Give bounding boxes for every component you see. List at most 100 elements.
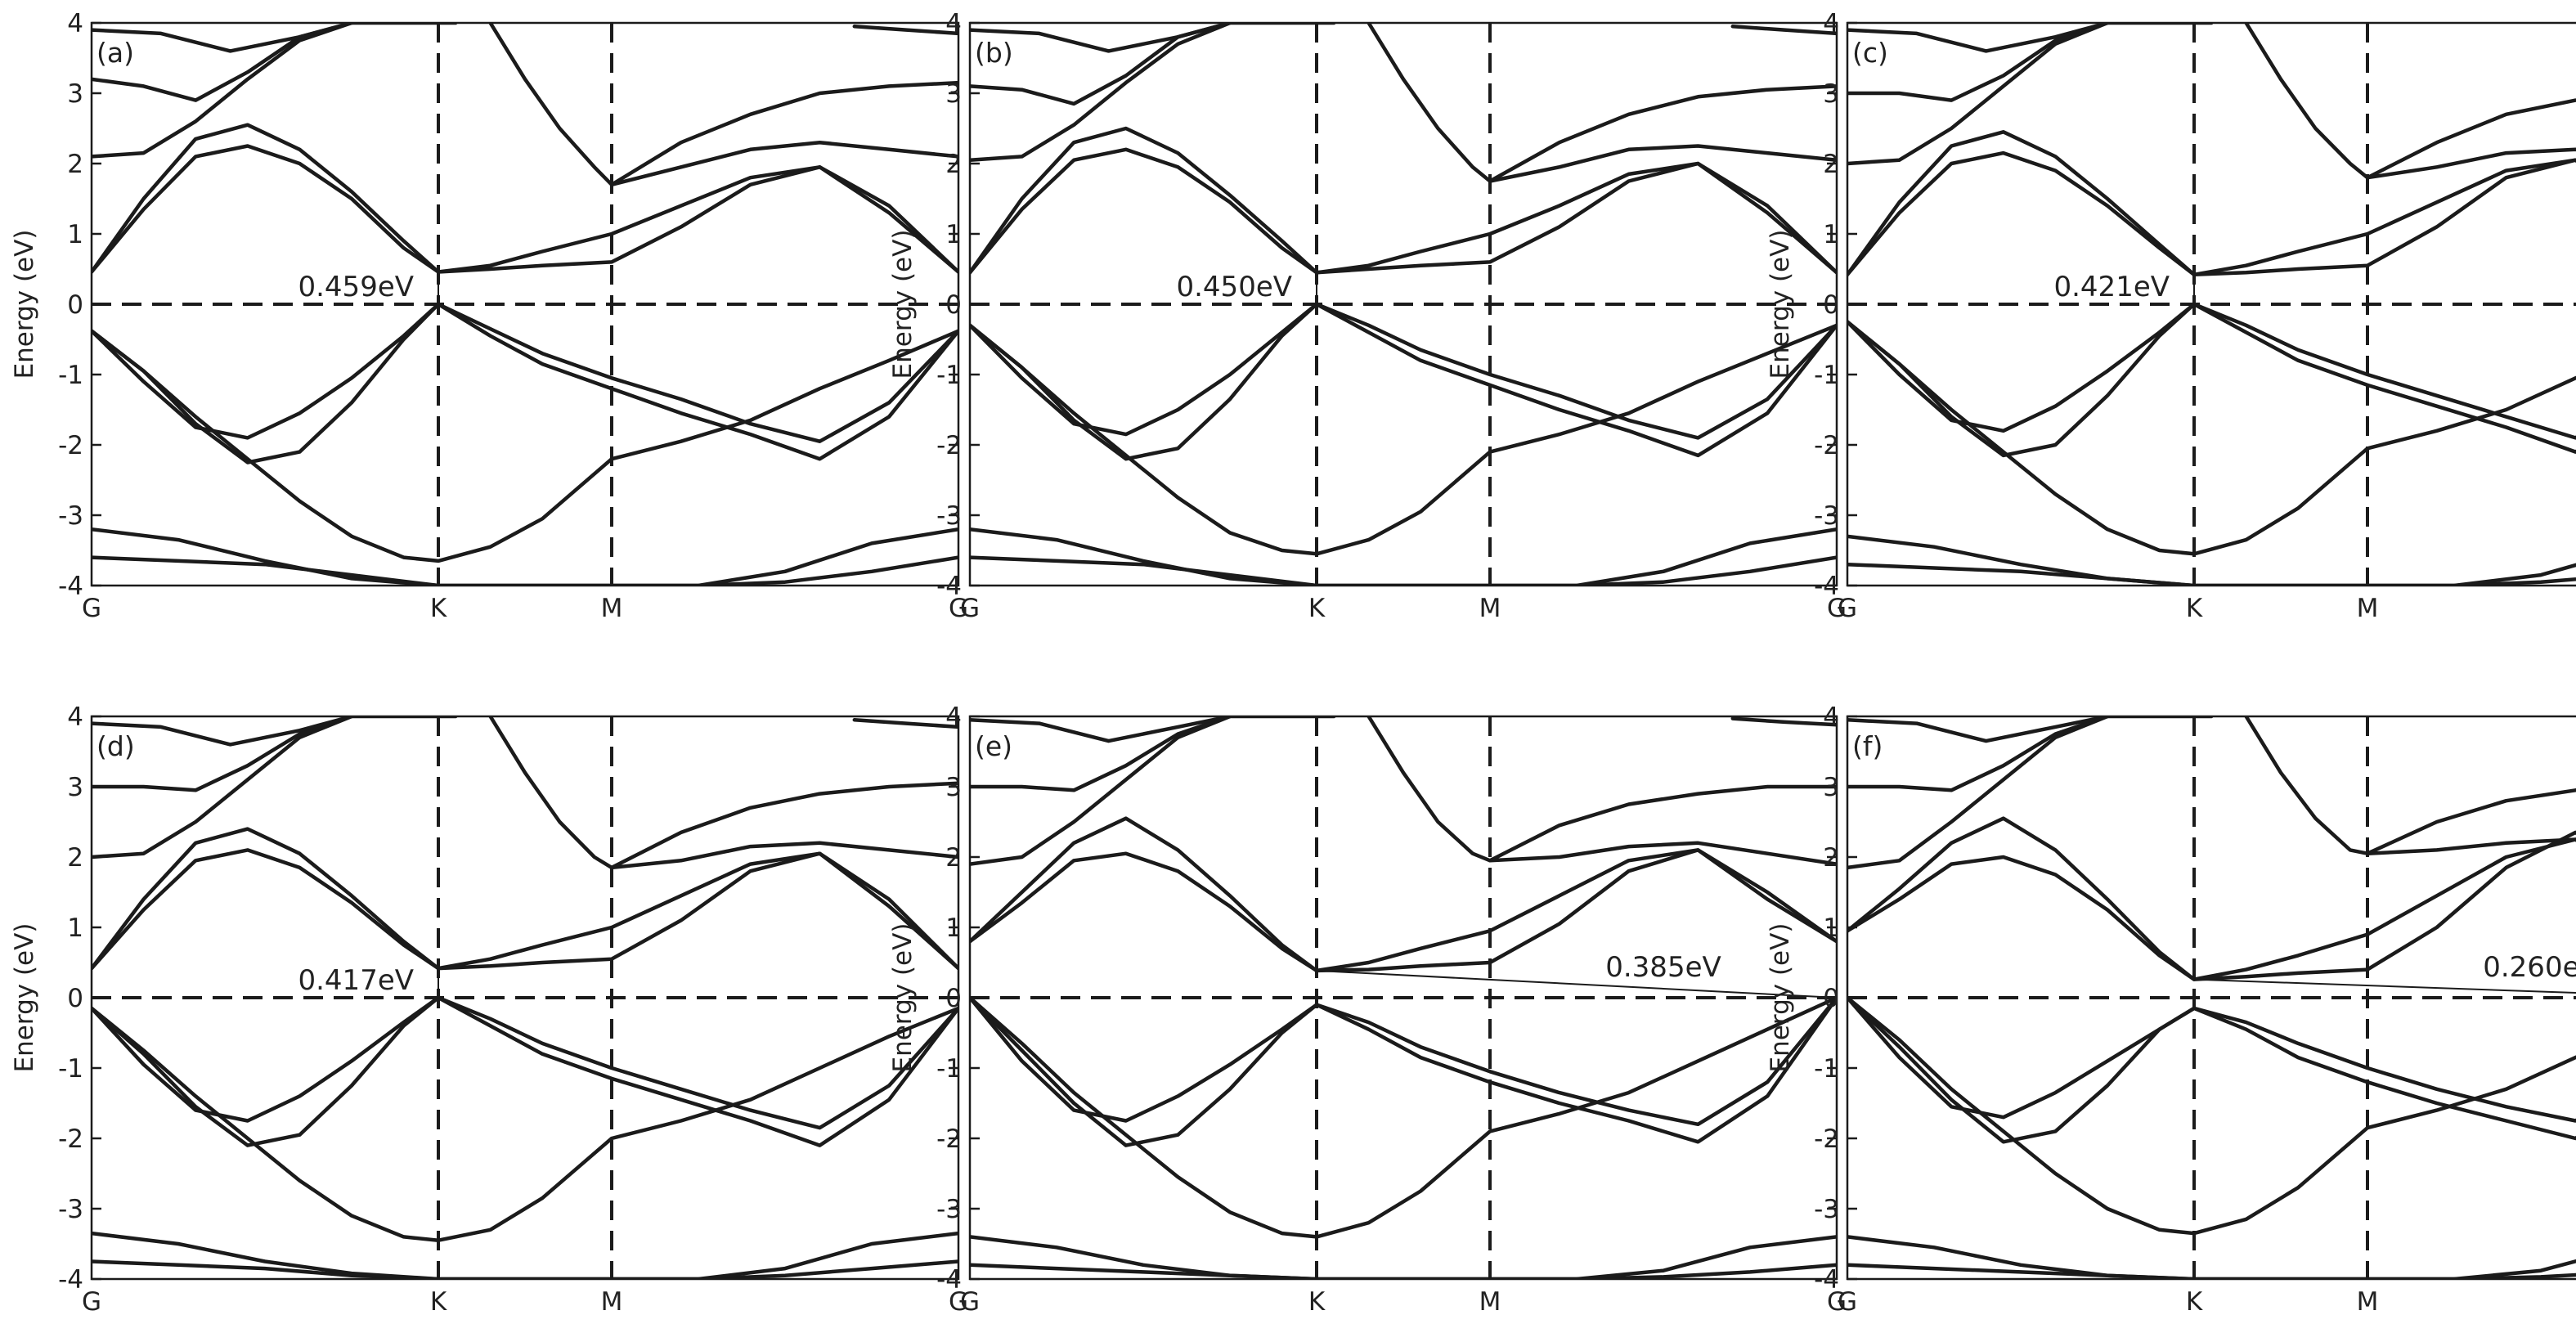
y-tick-label: -1	[1814, 361, 1839, 390]
y-tick-label: -4	[58, 1265, 83, 1295]
band-line	[92, 716, 354, 792]
y-tick-label: 2	[1823, 150, 1839, 179]
gap-label: 0.260eV	[2483, 951, 2576, 984]
band-line	[1847, 302, 2576, 458]
band-line	[970, 527, 1837, 586]
y-tick-label: -3	[58, 1195, 83, 1224]
band-line	[970, 816, 1837, 973]
gap-arrow	[1316, 969, 1838, 999]
y-tick-label: 1	[1823, 220, 1839, 249]
y-tick-label: 4	[67, 9, 83, 38]
panel-b: -4 -3 -2 -1 0 1 2 3 4 G K M G Energy (eV) (b) 0.450eV	[888, 9, 1847, 623]
band-line	[1730, 25, 1837, 36]
band-line	[92, 716, 458, 859]
band-line	[92, 302, 958, 461]
band-line	[1847, 23, 2110, 102]
band-line	[92, 827, 958, 971]
band-line	[1847, 716, 2110, 743]
y-axis-title: Energy (eV)	[1766, 923, 1795, 1073]
band-line	[970, 848, 1837, 973]
panel-label: (b)	[975, 37, 1013, 69]
x-tick-label: G	[1838, 1287, 1857, 1317]
y-tick-label: -4	[58, 572, 83, 601]
x-tick-label: K	[2186, 1287, 2203, 1317]
y-axis-title: Energy (eV)	[888, 923, 918, 1073]
band-line	[1730, 716, 1837, 727]
band-line	[970, 1235, 1837, 1279]
panel-label: (a)	[96, 37, 134, 69]
panel-label: (f)	[1852, 730, 1883, 762]
y-tick-label: -1	[936, 1054, 962, 1084]
y-tick-label: 3	[1823, 79, 1839, 109]
y-tick-label: 2	[67, 150, 83, 179]
band-line	[92, 329, 958, 563]
band-line	[92, 23, 354, 53]
band-line	[970, 995, 1837, 1144]
band-line	[970, 302, 1837, 461]
y-tick-label: 0	[945, 290, 962, 320]
band-line	[2244, 716, 2576, 855]
gap-label: 0.385eV	[1605, 951, 1721, 984]
band-line	[852, 718, 958, 729]
y-tick-label: -2	[58, 1124, 83, 1154]
band-line	[92, 716, 354, 747]
y-axis-title: Energy (eV)	[888, 230, 918, 379]
band-line	[1367, 23, 1837, 183]
x-tick-label: G	[949, 594, 968, 623]
y-tick-label: 2	[67, 843, 83, 873]
band-line	[970, 23, 1232, 53]
band-line	[92, 1259, 958, 1279]
x-tick-label: K	[430, 1287, 447, 1317]
y-tick-label: 3	[1823, 773, 1839, 802]
band-line	[1847, 320, 2576, 556]
x-tick-label: G	[82, 594, 101, 623]
y-tick-label: -4	[936, 1265, 962, 1295]
band-line	[970, 1263, 1837, 1279]
band-line	[1847, 534, 2576, 586]
x-tick-label: K	[1308, 1287, 1326, 1317]
y-tick-label: 2	[1823, 843, 1839, 873]
band-line	[92, 555, 958, 586]
y-tick-label: -1	[58, 1054, 83, 1084]
band-line	[92, 1231, 958, 1279]
x-tick-label: G	[960, 594, 980, 623]
y-tick-label: -3	[936, 501, 962, 531]
band-line	[92, 23, 458, 159]
x-tick-label: M	[601, 594, 623, 623]
y-tick-label: -2	[1814, 1124, 1839, 1154]
band-line	[92, 848, 958, 971]
y-tick-label: -1	[936, 361, 962, 390]
band-line	[1847, 837, 2576, 981]
x-tick-label: G	[1827, 594, 1847, 623]
y-tick-label: 4	[945, 702, 962, 732]
y-tick-label: 1	[67, 220, 83, 249]
band-line	[1367, 716, 1837, 866]
y-tick-label: 0	[67, 290, 83, 320]
panel-label: (c)	[1852, 37, 1888, 69]
band-line	[1847, 150, 2576, 277]
gap-label: 0.459eV	[298, 271, 414, 303]
band-line	[488, 23, 958, 187]
band-line	[2244, 23, 2576, 180]
y-tick-label: 0	[67, 984, 83, 1013]
band-line	[1847, 816, 2576, 981]
y-tick-label: 3	[945, 79, 962, 109]
x-tick-label: G	[949, 1287, 968, 1317]
y-tick-label: -4	[1814, 1265, 1839, 1295]
y-tick-label: -2	[1814, 431, 1839, 460]
x-tick-label: M	[2357, 594, 2379, 623]
y-tick-label: 0	[945, 984, 962, 1013]
band-line	[970, 302, 1837, 458]
y-tick-label: 1	[945, 913, 962, 943]
panel-e: -4 -3 -2 -1 0 1 2 3 4 G K M G Energy (eV) (e) 0.385eV	[888, 702, 1847, 1317]
gap-label: 0.417eV	[298, 964, 414, 997]
x-tick-label: M	[1479, 594, 1501, 623]
y-tick-label: 2	[945, 150, 962, 179]
band-line	[970, 995, 1837, 1147]
band-line	[1847, 130, 2576, 277]
band-line	[1847, 995, 2576, 1141]
y-tick-label: -4	[1814, 572, 1839, 601]
x-tick-label: G	[1827, 1287, 1847, 1317]
band-line	[1847, 1235, 2576, 1279]
band-line	[92, 302, 958, 465]
